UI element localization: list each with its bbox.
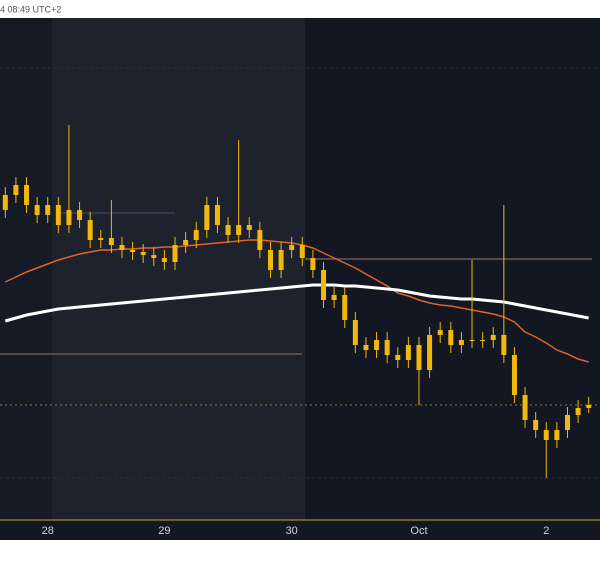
candle-body [342,295,348,320]
candle-body [77,210,83,220]
candle-body [289,245,295,250]
candle-body [119,245,125,250]
candle-body [575,408,581,415]
candle-body [533,420,539,430]
candle-body [55,205,61,225]
marks [2,125,592,478]
candle-body [564,415,570,430]
candle-body [161,258,167,262]
x-tick-label: 2 [543,525,549,537]
x-tick-label: 30 [286,525,298,537]
candle-body [416,345,422,370]
candle-body [427,335,433,370]
candle-body [24,185,30,205]
candle-body [214,205,220,225]
candle-body [140,252,146,255]
candle-body [480,340,486,341]
session-shade [0,18,52,520]
candle-body [183,240,189,245]
candle-body [511,355,517,395]
moving-average [4,283,589,323]
session-shade [52,18,305,520]
candle-body [257,230,263,250]
candle-body [331,295,337,300]
candle-body [172,245,178,262]
candle-body [98,238,104,240]
candle-body [246,225,252,230]
candle-body [543,430,549,440]
candle-body [225,225,231,235]
candle-body [236,225,242,235]
candle-body [193,230,199,240]
candle-body [469,340,475,341]
candle-body [437,330,443,335]
candle-body [501,335,507,355]
candle-body [458,340,464,345]
candle-body [490,335,496,340]
candle-body [448,330,454,345]
candle-body [299,245,305,258]
candle-body [363,345,369,350]
candle-body [310,258,316,270]
candle-body [352,320,358,345]
candle-body [13,185,19,195]
candle-body [87,220,93,240]
candle-body [45,205,51,215]
x-tick-label: 28 [42,525,54,537]
x-tick-label: 29 [158,525,170,537]
candle-body [66,210,72,225]
candle-body [522,395,528,420]
candle-body [384,340,390,355]
x-tick-label: Oct [410,525,427,537]
candle-body [321,270,327,300]
candle-body [267,250,273,270]
candle-body [405,345,411,360]
candle-body [586,405,592,408]
candle-body [554,430,560,440]
moving-average [4,239,589,363]
candle-body [204,205,210,230]
candle-body [2,195,8,210]
timestamp: 4 08:49 UTC+2 [0,4,61,14]
candle-body [108,238,114,245]
candle-body [374,340,380,350]
candle-body [278,250,284,270]
candle-body [34,205,40,215]
candle-body [130,250,136,252]
top-strip [0,0,600,18]
candle-body [151,255,157,258]
candle-body [395,355,401,360]
